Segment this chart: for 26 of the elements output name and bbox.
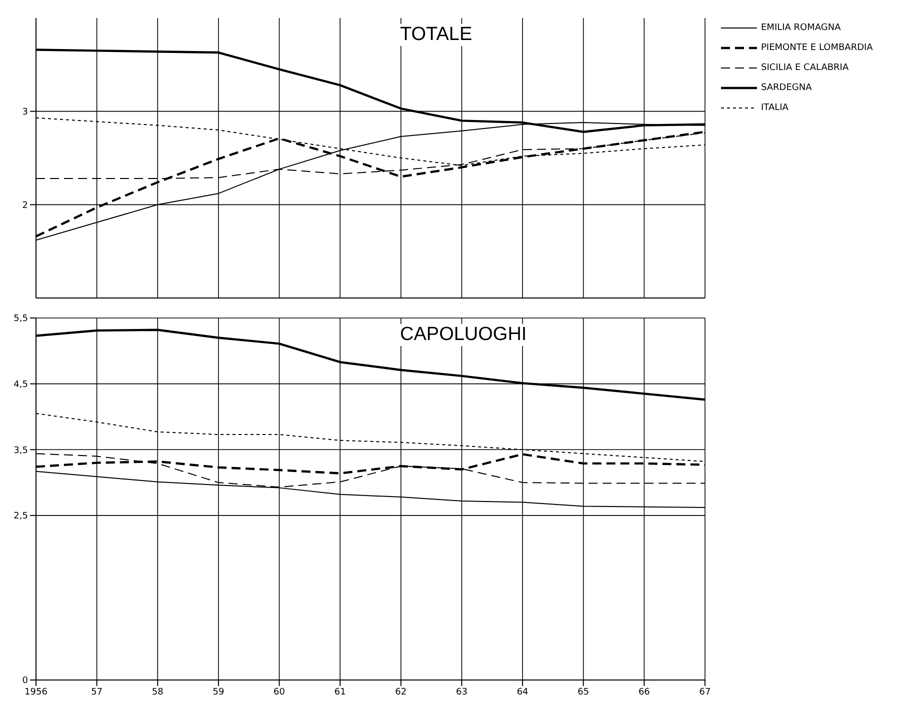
y-tick-label: 0 xyxy=(22,676,28,686)
x-tick-label: 65 xyxy=(578,687,590,698)
legend-label: EMILIA ROMAGNA xyxy=(761,23,841,33)
chart-title: CAPOLUOGHI xyxy=(398,324,529,346)
legend-label: ITALIA xyxy=(761,103,788,113)
x-tick-label: 63 xyxy=(456,687,468,698)
y-tick-label: 5,5 xyxy=(14,314,28,324)
legend-label: SARDEGNA xyxy=(761,83,812,93)
x-tick-label: 60 xyxy=(274,687,286,698)
y-tick-label: 2,5 xyxy=(14,512,28,522)
x-tick-label: 1956 xyxy=(24,687,48,698)
x-tick-label: 57 xyxy=(91,687,103,698)
x-tick-label: 58 xyxy=(152,687,164,698)
y-tick-label: 2 xyxy=(22,200,28,211)
y-tick-label: 3 xyxy=(22,108,28,118)
x-tick-label: 62 xyxy=(395,687,407,698)
x-tick-label: 59 xyxy=(212,687,224,698)
x-tick-label: 64 xyxy=(516,687,529,698)
legend-label: SICILIA E CALABRIA xyxy=(761,63,849,73)
y-tick-label: 3,5 xyxy=(14,446,28,456)
chart-title: TOTALE xyxy=(398,24,474,46)
x-tick-label: 61 xyxy=(334,687,346,698)
x-tick-label: 66 xyxy=(638,687,650,698)
y-tick-label: 4,5 xyxy=(14,380,28,390)
legend-label: PIEMONTE E LOMBARDIA xyxy=(761,43,873,53)
x-tick-label: 67 xyxy=(699,687,711,698)
